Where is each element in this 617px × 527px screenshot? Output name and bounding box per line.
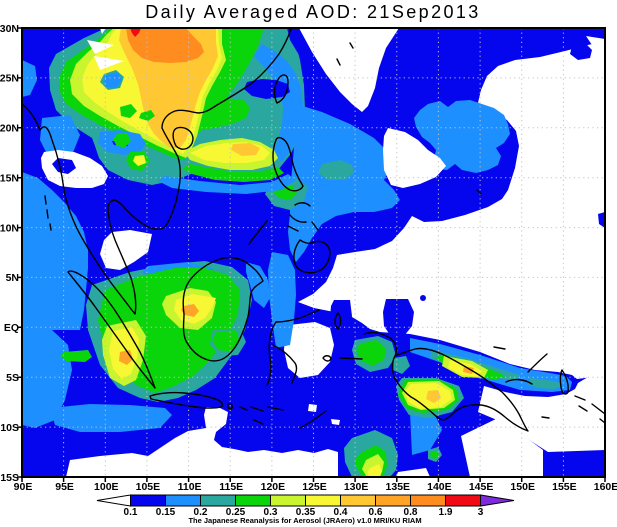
svg-text:0.3: 0.3 xyxy=(264,507,278,518)
svg-text:The Japanese Reanalysis for Ae: The Japanese Reanalysis for Aerosol (JRA… xyxy=(188,516,421,525)
svg-text:10N: 10N xyxy=(0,222,19,234)
svg-text:20N: 20N xyxy=(0,123,19,135)
svg-text:25N: 25N xyxy=(0,73,19,85)
svg-text:30N: 30N xyxy=(0,23,19,35)
svg-text:110E: 110E xyxy=(178,481,202,493)
svg-text:150E: 150E xyxy=(510,481,535,493)
svg-text:0.8: 0.8 xyxy=(404,507,418,518)
svg-text:EQ: EQ xyxy=(4,322,19,334)
svg-text:5N: 5N xyxy=(6,272,19,284)
svg-text:100E: 100E xyxy=(94,481,119,493)
svg-text:1.9: 1.9 xyxy=(439,507,453,518)
svg-text:10S: 10S xyxy=(0,422,19,434)
svg-text:115E: 115E xyxy=(219,481,243,493)
svg-text:0.2: 0.2 xyxy=(194,507,208,518)
svg-text:125E: 125E xyxy=(302,481,327,493)
svg-text:0.15: 0.15 xyxy=(156,507,176,518)
svg-text:120E: 120E xyxy=(261,481,286,493)
svg-text:0.6: 0.6 xyxy=(369,507,383,518)
svg-text:135E: 135E xyxy=(386,481,411,493)
svg-text:0.25: 0.25 xyxy=(226,507,246,518)
svg-text:145E: 145E xyxy=(469,481,494,493)
svg-text:3: 3 xyxy=(478,507,484,518)
svg-text:0.35: 0.35 xyxy=(296,507,316,518)
svg-text:90E: 90E xyxy=(14,481,33,493)
svg-text:0.4: 0.4 xyxy=(334,507,348,518)
svg-text:15S: 15S xyxy=(0,472,19,484)
svg-text:130E: 130E xyxy=(344,481,369,493)
svg-text:140E: 140E xyxy=(427,481,452,493)
svg-text:5S: 5S xyxy=(6,372,19,384)
svg-text:0.1: 0.1 xyxy=(124,507,138,518)
svg-text:95E: 95E xyxy=(55,481,74,493)
svg-text:Daily Averaged AOD: 21Sep2013: Daily Averaged AOD: 21Sep2013 xyxy=(145,2,480,22)
svg-text:155E: 155E xyxy=(552,481,577,493)
svg-text:105E: 105E xyxy=(136,481,161,493)
svg-text:15N: 15N xyxy=(0,173,19,185)
svg-text:160E: 160E xyxy=(594,481,617,493)
